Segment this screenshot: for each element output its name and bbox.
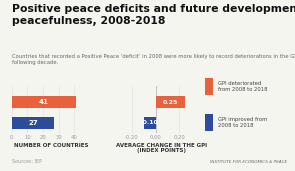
Text: -0.10: -0.10: [141, 121, 159, 126]
Text: Sources: IEP: Sources: IEP: [12, 159, 42, 164]
Bar: [12, 96, 76, 108]
Text: 27: 27: [28, 120, 38, 126]
Text: GPI deteriorated
from 2008 to 2018: GPI deteriorated from 2008 to 2018: [218, 81, 267, 92]
X-axis label: AVERAGE CHANGE IN THE GPI
(INDEX POINTS): AVERAGE CHANGE IN THE GPI (INDEX POINTS): [116, 143, 207, 153]
Text: Positive peace deficits and future developments in
peacefulness, 2008-2018: Positive peace deficits and future devel…: [12, 4, 295, 26]
Bar: [12, 117, 54, 129]
Text: INSTITUTE FOR ECONOMICS & PEACE: INSTITUTE FOR ECONOMICS & PEACE: [211, 160, 288, 164]
Text: GPI improved from
2008 to 2018: GPI improved from 2008 to 2018: [218, 117, 267, 128]
Text: 41: 41: [39, 99, 49, 105]
Text: 0.25: 0.25: [163, 100, 178, 105]
Text: Countries that recorded a Positive Peace ‘deficit’ in 2008 were more likely to r: Countries that recorded a Positive Peace…: [12, 54, 295, 65]
X-axis label: NUMBER OF COUNTRIES: NUMBER OF COUNTRIES: [14, 143, 88, 148]
Bar: [156, 96, 185, 108]
Bar: [144, 117, 156, 129]
